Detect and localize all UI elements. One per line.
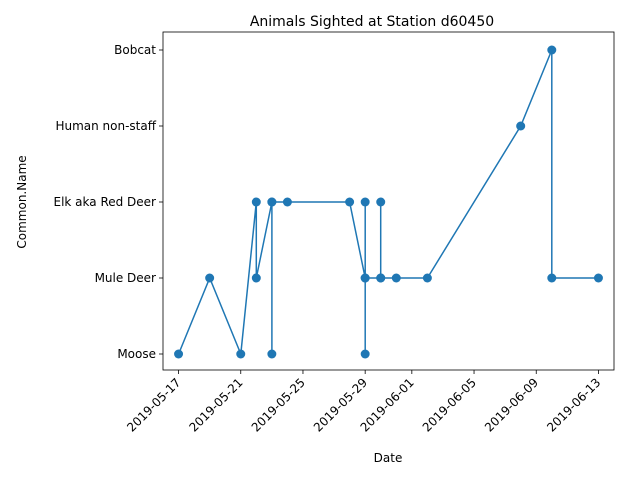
chart-title: Animals Sighted at Station d60450: [250, 14, 494, 30]
y-axis-label: Common.Name: [15, 155, 29, 248]
plot-area: Moose Mule Deer Elk aka Red Deer Human non-…: [54, 31, 615, 435]
data-point: [391, 273, 401, 283]
x-tick-label: 2019-06-05: [420, 375, 479, 434]
data-point: [251, 197, 261, 207]
data-point: [547, 273, 557, 283]
data-point: [422, 273, 432, 283]
data-point: [360, 349, 370, 359]
data-point: [174, 349, 184, 359]
data-point: [282, 197, 292, 207]
data-point: [251, 273, 261, 283]
y-tick-label: Bobcat: [114, 43, 156, 57]
data-point: [267, 349, 277, 359]
data-point: [205, 273, 215, 283]
series-line: [177, 49, 599, 355]
y-tick-label: Human non-staff: [55, 119, 156, 133]
x-tick-label: 2019-05-17: [124, 375, 183, 434]
data-point: [376, 197, 386, 207]
x-axis-label: Date: [374, 451, 403, 465]
y-tick-label: Moose: [117, 347, 156, 361]
data-point: [516, 121, 526, 131]
y-tick-label: Elk aka Red Deer: [54, 195, 157, 209]
data-point: [345, 197, 355, 207]
data-point: [267, 197, 277, 207]
axes-frame: [162, 31, 615, 371]
x-tick-label: 2019-06-09: [482, 375, 541, 434]
data-point: [593, 273, 603, 283]
data-point: [236, 349, 246, 359]
data-point: [360, 197, 370, 207]
x-tick-label: 2019-05-25: [249, 375, 308, 434]
data-point: [360, 273, 370, 283]
data-point: [376, 273, 386, 283]
x-tick-label: 2019-05-21: [186, 375, 245, 434]
data-point: [547, 45, 557, 55]
y-tick-label: Mule Deer: [95, 271, 156, 285]
x-tick-label: 2019-06-13: [544, 375, 603, 434]
